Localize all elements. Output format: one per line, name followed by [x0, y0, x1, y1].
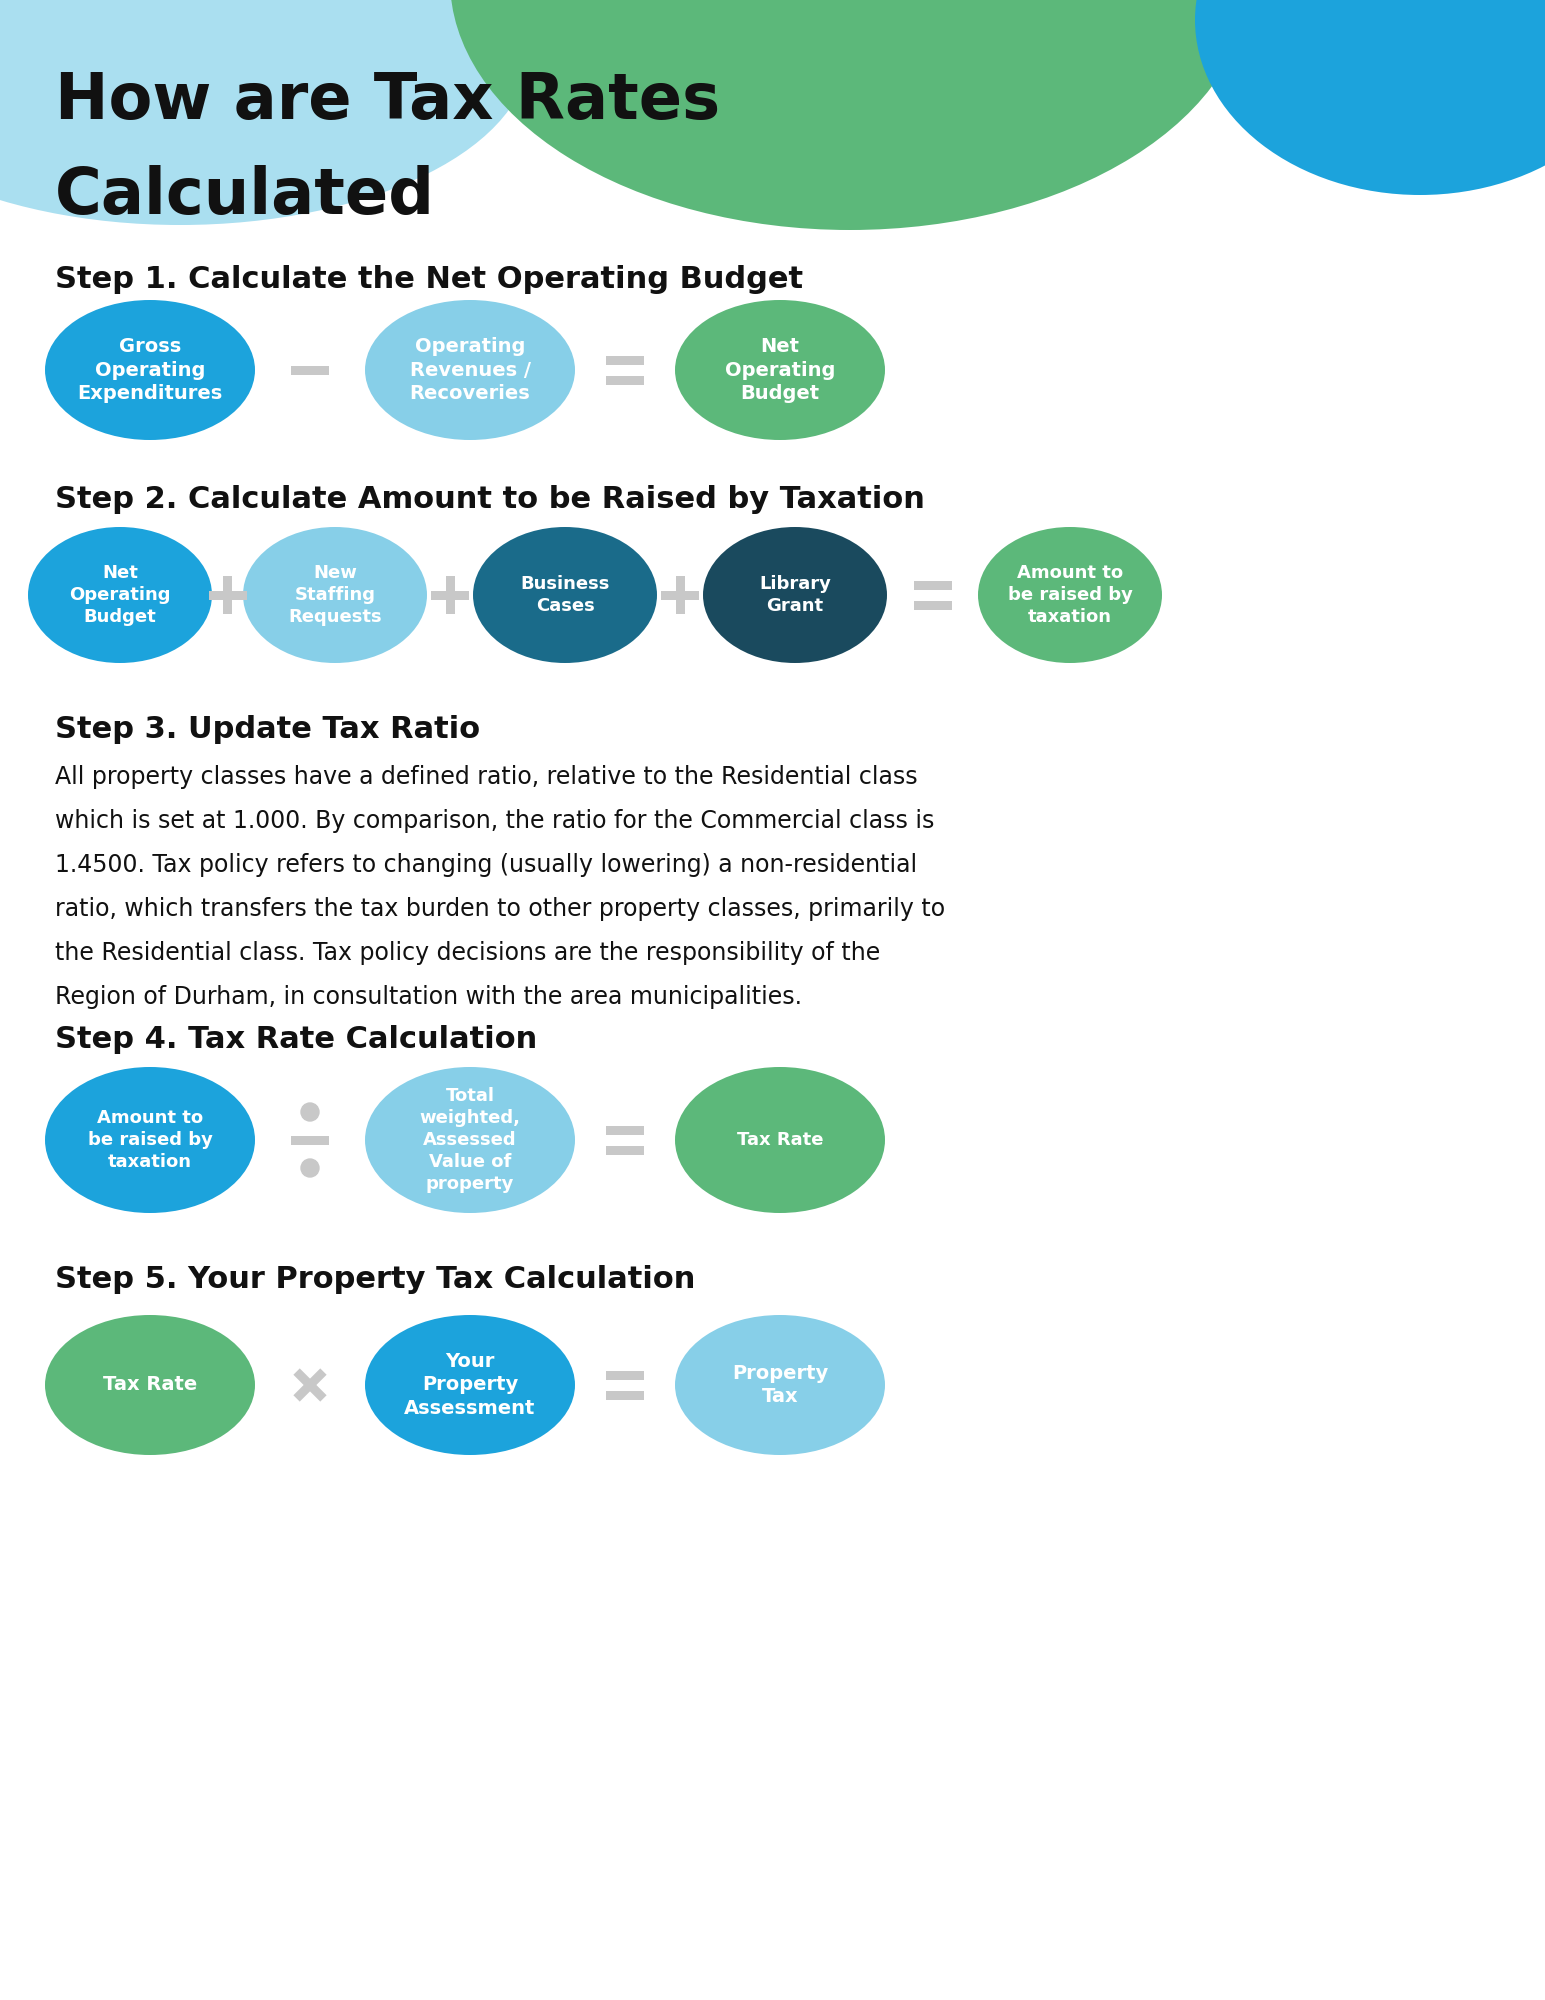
Text: Amount to
be raised by
taxation: Amount to be raised by taxation [88, 1108, 213, 1172]
Text: All property classes have a defined ratio, relative to the Residential class: All property classes have a defined rati… [56, 764, 918, 788]
Text: Tax Rate: Tax Rate [737, 1132, 823, 1148]
Bar [294, 1368, 326, 1402]
Ellipse shape [675, 1316, 885, 1456]
Ellipse shape [450, 0, 1250, 230]
Ellipse shape [45, 1068, 255, 1212]
Bar [913, 600, 952, 610]
Circle shape [301, 1104, 318, 1120]
Text: Net
Operating
Budget: Net Operating Budget [70, 564, 171, 626]
Ellipse shape [675, 1068, 885, 1212]
Ellipse shape [45, 300, 255, 440]
Text: Step 5. Your Property Tax Calculation: Step 5. Your Property Tax Calculation [56, 1266, 695, 1294]
Text: Amount to
be raised by
taxation: Amount to be raised by taxation [1007, 564, 1132, 626]
Ellipse shape [473, 526, 657, 664]
Ellipse shape [978, 526, 1162, 664]
Text: 1.4500. Tax policy refers to changing (usually lowering) a non-residential: 1.4500. Tax policy refers to changing (u… [56, 852, 918, 876]
Bar [675, 576, 684, 614]
Ellipse shape [675, 300, 885, 440]
Text: Operating
Revenues /
Recoveries: Operating Revenues / Recoveries [409, 336, 530, 404]
Text: Your
Property
Assessment: Your Property Assessment [405, 1352, 536, 1418]
Circle shape [301, 1160, 318, 1176]
Bar [661, 590, 698, 600]
Ellipse shape [1194, 0, 1545, 196]
Bar [290, 1136, 329, 1144]
Text: Region of Durham, in consultation with the area municipalities.: Region of Durham, in consultation with t… [56, 986, 802, 1010]
Text: Step 3. Update Tax Ratio: Step 3. Update Tax Ratio [56, 716, 480, 744]
FancyBboxPatch shape [0, 300, 1545, 2000]
Text: New
Staffing
Requests: New Staffing Requests [289, 564, 382, 626]
Ellipse shape [45, 1316, 255, 1456]
Text: Total
weighted,
Assessed
Value of
property: Total weighted, Assessed Value of proper… [420, 1086, 521, 1194]
Text: the Residential class. Tax policy decisions are the responsibility of the: the Residential class. Tax policy decisi… [56, 942, 881, 966]
Text: which is set at 1.000. By comparison, the ratio for the Commercial class is: which is set at 1.000. By comparison, th… [56, 808, 935, 832]
Bar [606, 356, 644, 364]
Text: Property
Tax: Property Tax [732, 1364, 828, 1406]
Ellipse shape [28, 526, 212, 664]
Bar [913, 580, 952, 590]
Bar [606, 376, 644, 384]
Bar [606, 1370, 644, 1380]
Text: Step 2. Calculate Amount to be Raised by Taxation: Step 2. Calculate Amount to be Raised by… [56, 484, 925, 514]
Bar [294, 1368, 326, 1402]
Ellipse shape [365, 1068, 575, 1212]
Ellipse shape [365, 300, 575, 440]
Bar [606, 1126, 644, 1134]
Text: Gross
Operating
Expenditures: Gross Operating Expenditures [77, 336, 222, 404]
Ellipse shape [703, 526, 887, 664]
Bar [209, 590, 247, 600]
Ellipse shape [0, 0, 530, 224]
Bar [290, 366, 329, 374]
Bar [431, 590, 470, 600]
Text: Step 1. Calculate the Net Operating Budget: Step 1. Calculate the Net Operating Budg… [56, 264, 803, 294]
Ellipse shape [243, 526, 426, 664]
Text: Library
Grant: Library Grant [759, 574, 831, 616]
Bar [445, 576, 454, 614]
Text: ratio, which transfers the tax burden to other property classes, primarily to: ratio, which transfers the tax burden to… [56, 896, 946, 920]
Text: Net
Operating
Budget: Net Operating Budget [725, 336, 836, 404]
Bar [222, 576, 232, 614]
Text: How are Tax Rates: How are Tax Rates [56, 70, 720, 132]
Ellipse shape [365, 1316, 575, 1456]
Text: Step 4. Tax Rate Calculation: Step 4. Tax Rate Calculation [56, 1024, 538, 1054]
Text: Business
Cases: Business Cases [521, 574, 610, 616]
Text: Calculated: Calculated [56, 164, 436, 226]
Text: Tax Rate: Tax Rate [104, 1376, 198, 1394]
Bar [606, 1146, 644, 1154]
Bar [606, 1390, 644, 1400]
